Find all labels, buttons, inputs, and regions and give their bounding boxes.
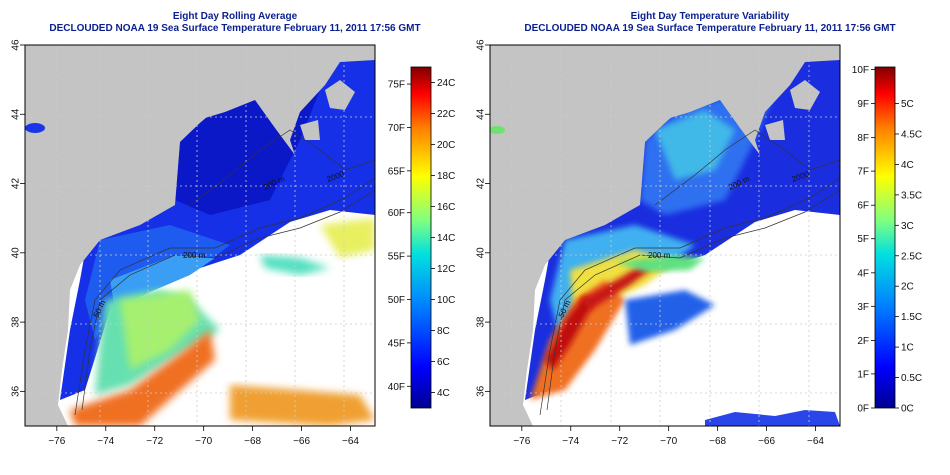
right-map-y-tick-label: 36 — [476, 385, 487, 397]
right-colorbar-f-label: 8F — [857, 133, 869, 144]
left-colorbar-f-label: 55F — [388, 252, 405, 263]
left-colorbar-c-label: 12C — [437, 264, 455, 275]
left-colorbar-labels: 75F 70F 65F 60F 55F 50F 45F 40F 24C 22C 20C 18C 16C 1… — [388, 78, 456, 399]
left-map-x-tick-label: −70 — [195, 436, 212, 447]
left-colorbar-c-label: 4C — [437, 388, 450, 399]
right-map-x-tick-label: −72 — [611, 436, 628, 447]
left-map-plot-area: 200 m 2000 200 m 50 m — [25, 45, 375, 426]
right-graticule — [490, 45, 840, 426]
left-colorbar-c-label: 8C — [437, 326, 450, 337]
right-colorbar-f-label: 7F — [857, 167, 869, 178]
right-map-y-tick-label: 44 — [476, 108, 487, 120]
right-colorbar-c-label: 3C — [901, 221, 914, 232]
left-map-y-tick-label: 46 — [11, 39, 22, 51]
right-map-x-tick-label: −66 — [758, 436, 775, 447]
right-map-frame — [489, 44, 841, 427]
right-colorbar — [874, 66, 896, 409]
left-colorbar-f-label: 65F — [388, 166, 405, 177]
right-colorbar-labels: 10F 9F 8F 7F 6F 5F 4F 3F 2F 1F 0F 5C 4.5C 4C 3.5C 3C 2.5… — [852, 65, 922, 415]
left-map-y-tick-label: 40 — [11, 247, 22, 259]
left-map-figure: 200 m 2000 200 m 50 m −76 −74 −72 −70 −68 −66… — [11, 39, 456, 447]
right-colorbar-c-label: 1.5C — [901, 312, 922, 323]
right-map-axes: −76 −74 −72 −70 −68 −66 −64 36 38 40 42 44 46 — [476, 39, 825, 447]
right-colorbar-f-label: 3F — [857, 302, 869, 313]
left-map-title: Eight Day Rolling Average — [172, 11, 298, 22]
left-map-y-tick-label: 36 — [11, 385, 22, 397]
right-colorbar-c-label: 3.5C — [901, 190, 922, 201]
left-contour-label-1: 200 m — [183, 251, 206, 260]
right-map-y-tick-label: 42 — [476, 178, 487, 190]
right-land — [490, 45, 840, 426]
left-colorbar-f-label: 75F — [388, 80, 405, 91]
left-map-frame — [24, 44, 376, 427]
left-colorbar-f-label: 40F — [388, 382, 405, 393]
left-map-x-tick-label: −74 — [97, 436, 114, 447]
right-colorbar-f-label: 1F — [857, 369, 869, 380]
left-colorbar-c-label: 10C — [437, 295, 455, 306]
right-map-y-tick-label: 46 — [476, 39, 487, 51]
left-map-x-tick-label: −68 — [244, 436, 261, 447]
right-map-figure: 200 m 2000 200 m 50 m −76 −74 −72 −70 −68 −66… — [476, 39, 922, 447]
right-map-x-tick-label: −64 — [807, 436, 824, 447]
right-colorbar-c-label: 4C — [901, 160, 914, 171]
left-map-x-tick-label: −64 — [342, 436, 359, 447]
right-colorbar-c-label: 2C — [901, 282, 914, 293]
left-colorbar-c-label: 24C — [437, 78, 455, 89]
right-map-x-tick-label: −76 — [513, 436, 530, 447]
right-colorbar-c-label: 4.5C — [901, 129, 922, 140]
left-colorbar-c-label: 18C — [437, 171, 455, 182]
right-colorbar-f-label: 5F — [857, 234, 869, 245]
right-colorbar-c-label: 5C — [901, 99, 914, 110]
right-map-panel: Eight Day Temperature Variability DECLOU… — [475, 0, 950, 475]
left-map-subtitle: DECLOUDED NOAA 19 Sea Surface Temperatur… — [49, 23, 421, 34]
right-map-subtitle: DECLOUDED NOAA 19 Sea Surface Temperatur… — [524, 23, 896, 34]
right-map-x-tick-label: −74 — [562, 436, 579, 447]
left-map-x-tick-label: −72 — [146, 436, 163, 447]
right-map-y-tick-label: 40 — [476, 247, 487, 259]
left-sst-field — [60, 58, 375, 426]
right-colorbar-c-label: 1C — [901, 343, 914, 354]
left-colorbar-f-label: 45F — [388, 338, 405, 349]
left-graticule — [25, 45, 375, 426]
left-bathymetry-contours — [74, 129, 375, 416]
left-colorbar-c-label: 20C — [437, 140, 455, 151]
right-colorbar-c-label: 2.5C — [901, 251, 922, 262]
left-map-x-tick-label: −76 — [48, 436, 65, 447]
right-colorbar-c-label: 0C — [901, 404, 914, 415]
right-colorbar-f-label: 2F — [857, 336, 869, 347]
left-colorbar-c-label: 14C — [437, 233, 455, 244]
right-colorbar-f-label: 9F — [857, 99, 869, 110]
left-colorbar-f-label: 50F — [388, 295, 405, 306]
left-colorbar-c-label: 6C — [437, 357, 450, 368]
left-map-y-tick-label: 44 — [11, 108, 22, 120]
left-map-panel: Eight Day Rolling Average DECLOUDED NOAA… — [11, 11, 456, 447]
left-map-axes: −76 −74 −72 −70 −68 −66 −64 36 38 40 42 44 46 — [11, 39, 360, 447]
right-colorbar-c-label: 0.5C — [901, 373, 922, 384]
left-colorbar-c-label: 22C — [437, 109, 455, 120]
right-colorbar-f-label: 0F — [857, 404, 869, 415]
right-contour-label-1: 200 m — [648, 251, 671, 260]
right-map-x-tick-label: −70 — [660, 436, 677, 447]
right-map-y-tick-label: 38 — [476, 316, 487, 328]
right-colorbar-f-label: 6F — [857, 201, 869, 212]
right-colorbar-f-label: 10F — [852, 65, 869, 76]
left-colorbar — [410, 66, 432, 409]
left-colorbar-c-label: 16C — [437, 202, 455, 213]
right-map-x-tick-label: −68 — [709, 436, 726, 447]
right-colorbar-f-label: 4F — [857, 268, 869, 279]
left-colorbar-f-label: 60F — [388, 208, 405, 219]
left-land — [25, 45, 375, 426]
left-map-x-tick-label: −66 — [293, 436, 310, 447]
left-map-y-tick-label: 42 — [11, 178, 22, 190]
left-map-y-tick-label: 38 — [11, 316, 22, 328]
left-colorbar-f-label: 70F — [388, 123, 405, 134]
right-map-plot-area: 200 m 2000 200 m 50 m — [490, 45, 840, 426]
right-map-title: Eight Day Temperature Variability — [630, 11, 790, 22]
